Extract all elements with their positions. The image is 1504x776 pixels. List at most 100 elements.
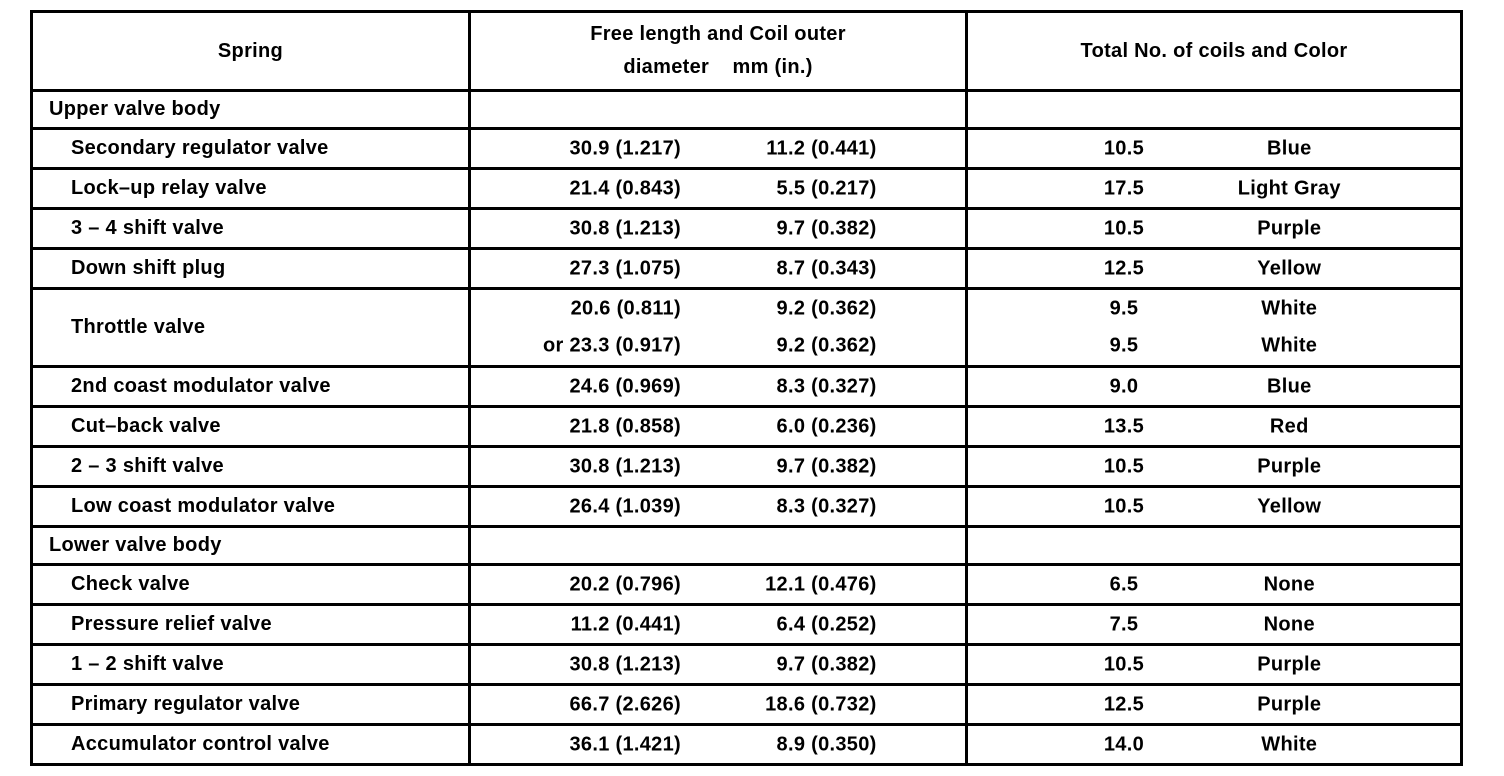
table-row: Lock–up relay valve 21.4 (0.843) 5.5 (0.… — [33, 167, 1460, 207]
coil-od-value: 5.5 (0.217) — [776, 177, 877, 199]
table-row-section: Upper valve body — [33, 89, 1460, 127]
spring-color-value: White — [1261, 334, 1318, 357]
free-length-cell: 36.1 (1.421) 8.9 (0.350) — [468, 726, 965, 763]
free-length-cell: 27.3 (1.075) 8.7 (0.343) — [468, 250, 965, 287]
value-line: 26.4 (1.039) 8.3 (0.327) — [471, 488, 965, 525]
value-line: 21.8 (0.858) 6.0 (0.236) — [471, 408, 965, 445]
value-line: 27.3 (1.075) 8.7 (0.343) — [471, 250, 965, 287]
free-length-cell: 20.6 (0.811) 9.2 (0.362) or 23.3 (0.917)… — [468, 290, 965, 365]
value-line: 66.7 (2.626) 18.6 (0.732) — [471, 686, 965, 723]
free-length-value: 20.2 (0.796) — [569, 573, 681, 595]
spring-label: Accumulator control valve — [71, 733, 330, 755]
free-length-cell: 30.8 (1.213) 9.7 (0.382) — [468, 448, 965, 485]
table-header-row: Spring Free length and Coil outer diamet… — [33, 13, 1460, 89]
table-row-section: Lower valve body — [33, 525, 1460, 563]
spring-color-value: None — [1263, 613, 1315, 635]
coil-count-value: 7.5 — [1109, 613, 1139, 635]
coils-color-cell: 12.5 Yellow — [965, 250, 1460, 287]
coil-count-value: 6.5 — [1109, 573, 1139, 595]
value-line: 9.5 White — [968, 290, 1460, 328]
value-line: 11.2 (0.441) 6.4 (0.252) — [471, 606, 965, 643]
table-row: Pressure relief valve 11.2 (0.441) 6.4 (… — [33, 603, 1460, 643]
coils-color-cell: 10.5 Yellow — [965, 488, 1460, 525]
coil-count-value: 9.5 — [1109, 297, 1139, 320]
value-line: 10.5 Purple — [968, 210, 1460, 247]
spring-label: 3 – 4 shift valve — [71, 217, 224, 239]
header-spring: Spring — [217, 39, 284, 62]
coils-color-cell — [965, 528, 1460, 563]
coils-color-cell: 10.5 Blue — [965, 130, 1460, 167]
coil-count-value: 10.5 — [1103, 455, 1145, 477]
value-line: 10.5 Yellow — [968, 488, 1460, 525]
spring-label: Throttle valve — [71, 316, 206, 338]
coil-count-value: 12.5 — [1103, 693, 1145, 715]
coils-color-cell: 9.0 Blue — [965, 368, 1460, 405]
spring-label: Down shift plug — [71, 257, 226, 279]
spring-label: Pressure relief valve — [71, 613, 272, 635]
coils-color-cell: 10.5 Purple — [965, 210, 1460, 247]
coils-color-cell: 9.5 White 9.5 White — [965, 290, 1460, 365]
table-row: Check valve 20.2 (0.796) 12.1 (0.476) 6.… — [33, 563, 1460, 603]
value-line: 20.2 (0.796) 12.1 (0.476) — [471, 566, 965, 603]
table-row: Low coast modulator valve 26.4 (1.039) 8… — [33, 485, 1460, 525]
value-line: 10.5 Blue — [968, 130, 1460, 167]
free-length-cell: 26.4 (1.039) 8.3 (0.327) — [468, 488, 965, 525]
free-length-cell — [468, 92, 965, 127]
value-line: 13.5 Red — [968, 408, 1460, 445]
coil-count-value: 13.5 — [1103, 415, 1145, 437]
table-row: Cut–back valve 21.8 (0.858) 6.0 (0.236) … — [33, 405, 1460, 445]
coil-od-value: 18.6 (0.732) — [765, 693, 877, 715]
coil-od-value: 9.7 (0.382) — [776, 217, 877, 239]
free-length-cell — [468, 528, 965, 563]
value-line: 24.6 (0.969) 8.3 (0.327) — [471, 368, 965, 405]
spring-color-value: Purple — [1257, 217, 1322, 239]
coil-count-value: 9.5 — [1109, 334, 1139, 357]
free-length-value: 11.2 (0.441) — [570, 613, 681, 635]
value-line: 30.8 (1.213) 9.7 (0.382) — [471, 210, 965, 247]
header-free-length-line1: Free length and Coil outer — [590, 23, 846, 45]
free-length-value: 30.8 (1.213) — [569, 217, 681, 239]
free-length-value: 36.1 (1.421) — [569, 733, 681, 755]
table-row: Primary regulator valve 66.7 (2.626) 18.… — [33, 683, 1460, 723]
free-length-cell: 30.9 (1.217) 11.2 (0.441) — [468, 130, 965, 167]
free-length-value: 20.6 (0.811) — [570, 297, 681, 320]
coil-od-value: 9.7 (0.382) — [776, 455, 877, 477]
free-length-value: 27.3 (1.075) — [569, 257, 681, 279]
coil-od-value: 8.3 (0.327) — [776, 495, 877, 517]
coil-count-value: 17.5 — [1103, 177, 1145, 199]
coils-color-cell: 6.5 None — [965, 566, 1460, 603]
value-line: 10.5 Purple — [968, 448, 1460, 485]
free-length-cell: 30.8 (1.213) 9.7 (0.382) — [468, 646, 965, 683]
value-line: 9.0 Blue — [968, 368, 1460, 405]
coil-od-value: 6.4 (0.252) — [776, 613, 877, 635]
value-line: 30.8 (1.213) 9.7 (0.382) — [471, 448, 965, 485]
valve-spring-spec-table: Spring Free length and Coil outer diamet… — [30, 10, 1463, 766]
coils-color-cell: 17.5 Light Gray — [965, 170, 1460, 207]
table-row: Accumulator control valve 36.1 (1.421) 8… — [33, 723, 1460, 763]
spring-label: 2nd coast modulator valve — [71, 375, 331, 397]
coil-od-value: 9.2 (0.362) — [776, 297, 877, 320]
value-line: 7.5 None — [968, 606, 1460, 643]
coil-od-value: 11.2 (0.441) — [766, 137, 877, 159]
spring-label: 2 – 3 shift valve — [71, 455, 224, 477]
coil-count-value: 14.0 — [1103, 733, 1145, 755]
free-length-cell: 21.8 (0.858) 6.0 (0.236) — [468, 408, 965, 445]
coil-count-value: 10.5 — [1103, 653, 1145, 675]
coil-od-value: 8.9 (0.350) — [776, 733, 877, 755]
coils-color-cell: 10.5 Purple — [965, 646, 1460, 683]
spring-label: Low coast modulator valve — [71, 495, 336, 517]
free-length-value: 30.8 (1.213) — [569, 455, 681, 477]
header-coils-color: Total No. of coils and Color — [965, 13, 1460, 89]
spring-color-value: Purple — [1257, 455, 1322, 477]
table-row: Down shift plug 27.3 (1.075) 8.7 (0.343)… — [33, 247, 1460, 287]
spring-color-value: Light Gray — [1237, 177, 1341, 199]
spring-color-value: Blue — [1266, 375, 1312, 397]
free-length-cell: 24.6 (0.969) 8.3 (0.327) — [468, 368, 965, 405]
value-line: 36.1 (1.421) 8.9 (0.350) — [471, 726, 965, 763]
free-length-value: 30.9 (1.217) — [569, 137, 681, 159]
coil-od-value: 8.7 (0.343) — [776, 257, 877, 279]
coils-color-cell: 12.5 Purple — [965, 686, 1460, 723]
coil-od-value: 6.0 (0.236) — [776, 415, 877, 437]
value-line: 6.5 None — [968, 566, 1460, 603]
